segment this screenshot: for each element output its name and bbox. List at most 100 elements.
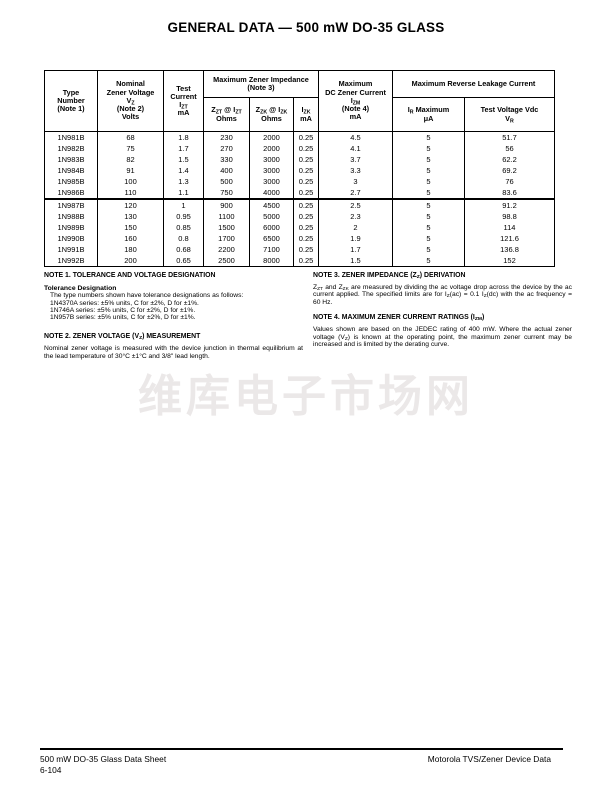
table-cell: 1N985B [44,176,98,187]
table-cell: 5 [392,255,465,267]
table-cell: 2500 [203,255,250,267]
table-cell: 1N990B [44,233,98,244]
table-cell: 1N988B [44,211,98,222]
table-header: Type Number (Note 1) Nominal Zener Voltage V… [44,70,556,132]
table-cell: 1700 [203,233,250,244]
table-cell: 1.5 [163,154,204,165]
col-header-izk: IZK mA [293,97,319,132]
footer-doc-title: 500 mW DO-35 Glass Data Sheet [40,754,167,764]
col-header-max-dc-zener-current: Maximum DC Zener Current IZM (Note 4) mA [318,70,393,132]
col-header-zzt: ZZT @ IZT Ohms [203,97,250,132]
table-row: 1N987B 120 1 900 4500 0.25 2.5 5 91.2 [44,198,556,211]
table-cell: 750 [203,187,250,199]
table-cell: 3 [318,176,393,187]
table-cell: 83.6 [463,187,556,199]
table-cell: 1.3 [163,176,204,187]
table-cell: 136.8 [463,244,556,255]
table-cell: 5 [392,244,465,255]
footer-page-number: 6-104 [40,764,62,775]
table-cell: 5000 [249,211,294,222]
table-cell: 400 [203,165,250,176]
note-4-body: Values shown are based on the JEDEC rati… [313,326,572,349]
table-cell: 1N982B [44,143,98,154]
table-cell: 82 [97,154,164,165]
table-row: 1N992B 200 0.65 2500 8000 0.25 1.5 5 152 [44,255,556,267]
table-cell: 5 [392,187,465,199]
table-cell: 0.85 [163,222,204,233]
table-cell: 2.3 [318,211,393,222]
table-cell: 5 [392,165,465,176]
table-cell: 500 [203,176,250,187]
table-cell: 3000 [249,165,294,176]
table-cell: 1.5 [318,255,393,267]
table-cell: 5 [392,222,465,233]
footer-publisher: Motorola TVS/Zener Device Data [427,754,551,764]
table-cell: 1.1 [163,187,204,199]
col-header-nominal-zener-voltage: Nominal Zener Voltage VZ (Note 2) Volts [97,70,164,132]
table-row: 1N983B 82 1.5 330 3000 0.25 3.7 5 62.2 [44,154,556,165]
note-1-heading: NOTE 1. TOLERANCE AND VOLTAGE DESIGNATIO… [44,272,216,279]
table-cell: 3.3 [318,165,393,176]
table-cell: 0.95 [163,211,204,222]
table-cell: 100 [97,176,164,187]
col-group-max-reverse-leakage-current: Maximum Reverse Leakage Current [391,70,556,98]
table-cell: 330 [203,154,250,165]
table-cell: 2000 [249,131,294,143]
table-cell: 0.25 [293,131,319,143]
table-cell: 1100 [203,211,250,222]
table-cell: 69.2 [463,165,556,176]
table-cell: 5 [392,131,465,143]
col-group-max-zener-impedance: Maximum Zener Impedance (Note 3) [203,70,319,98]
table-cell: 0.25 [293,211,319,222]
table-cell: 2000 [249,143,294,154]
table-cell: 0.68 [163,244,204,255]
table-cell: 230 [203,131,250,143]
zener-spec-table: Type Number (Note 1) Nominal Zener Voltage V… [44,70,556,267]
note-1-lines: The type numbers shown have tolerance de… [50,292,244,322]
table-cell: 180 [97,244,164,255]
table-cell: 1N992B [44,255,98,267]
table-cell: 76 [463,176,556,187]
table-cell: 4000 [249,187,294,199]
table-cell: 0.25 [293,176,319,187]
table-cell: 5 [392,176,465,187]
table-cell: 75 [97,143,164,154]
table-cell: 1.4 [163,165,204,176]
header-group-row: Type Number (Note 1) Nominal Zener Voltage V… [44,70,556,132]
table-cell: 200 [97,255,164,267]
table-cell: 1 [163,198,204,211]
table-cell: 3000 [249,154,294,165]
note-3-heading: NOTE 3. ZENER IMPEDANCE (ZZ) DERIVATION [313,272,466,281]
table-cell: 2.7 [318,187,393,199]
table-cell: 0.25 [293,154,319,165]
table-cell: 1.7 [318,244,393,255]
table-row: 1N990B 160 0.8 1700 6500 0.25 1.9 5 121.6 [44,233,556,244]
table-cell: 0.25 [293,187,319,199]
table-row: 1N981B 68 1.8 230 2000 0.25 4.5 5 51.7 [44,131,556,143]
zener-table-body: 1N981B 68 1.8 230 2000 0.25 4.5 5 51.7 1N982B 75 1.… [44,131,556,267]
table-row: 1N991B 180 0.68 2200 7100 0.25 1.7 5 136.8 [44,244,556,255]
table-cell: 8000 [249,255,294,267]
table-cell: 1N986B [44,187,98,199]
note-2-body: Nominal zener voltage is measured with t… [44,345,303,360]
table-cell: 160 [97,233,164,244]
table-cell: 7100 [249,244,294,255]
table-row: 1N985B 100 1.3 500 3000 0.25 3 5 76 [44,176,556,187]
table-cell: 4.5 [318,131,393,143]
table-cell: 91 [97,165,164,176]
footer-left: 500 mW DO-35 Glass Data Sheet 6-104 [40,754,166,775]
table-cell: 3000 [249,176,294,187]
table-cell: 1N991B [44,244,98,255]
table-cell: 0.65 [163,255,204,267]
table-cell: 6000 [249,222,294,233]
table-cell: 0.25 [293,165,319,176]
table-cell: 270 [203,143,250,154]
page-title: GENERAL DATA — 500 mW DO-35 GLASS [167,20,445,35]
footer-divider [40,748,563,750]
table-cell: 5 [392,154,465,165]
table-cell: 1N983B [44,154,98,165]
table-cell: 150 [97,222,164,233]
header-sub-row: ZZT @ IZT Ohms ZZK @ IZK Ohms IZK mA IR Max… [45,97,556,132]
table-cell: 120 [97,198,164,211]
table-cell: 51.7 [463,131,556,143]
